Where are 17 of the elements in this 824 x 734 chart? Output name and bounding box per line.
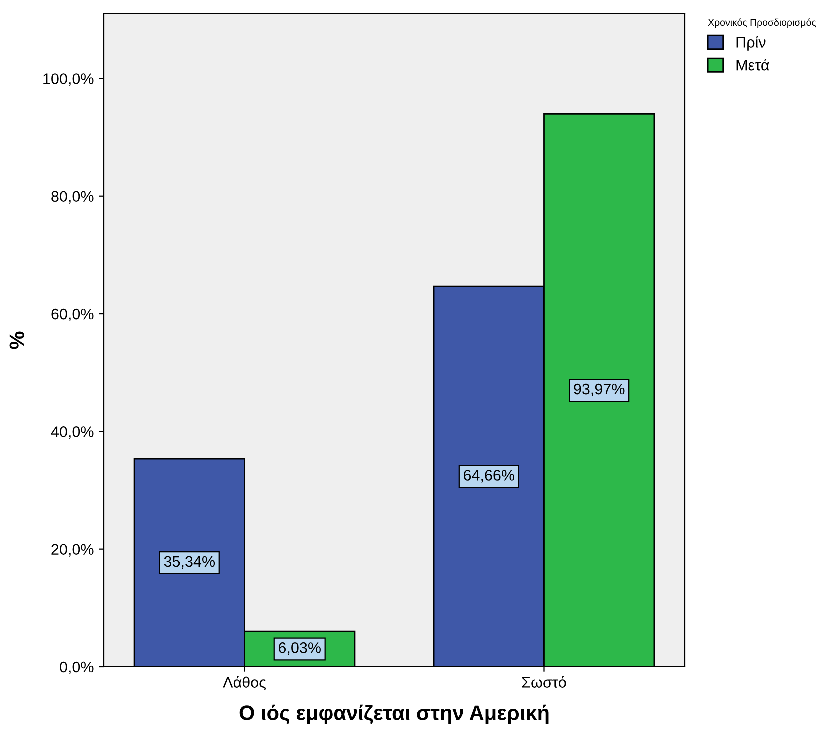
x-axis-title: Ο ιός εμφανίζεται στην Αμερική: [240, 704, 549, 725]
data-label: 93,97%: [574, 384, 625, 396]
data-label: 35,34%: [164, 556, 216, 569]
y-tick-label: 60,0%: [52, 308, 94, 322]
data-label: 6,03%: [278, 642, 321, 656]
x-tick-label: Λάθος: [223, 676, 266, 690]
legend-label: Πρίν: [736, 36, 766, 51]
data-label: 64,66%: [464, 470, 515, 483]
y-axis-title: %: [10, 332, 24, 350]
x-tick-label: Σωστό: [522, 676, 566, 688]
y-tick-label: 0,0%: [60, 662, 94, 674]
y-tick-label: 40,0%: [51, 426, 94, 440]
y-tick-label: 80,0%: [52, 191, 94, 204]
y-tick-label: 20,0%: [52, 544, 94, 557]
y-tick-label: 100,0%: [44, 74, 94, 86]
legend-title: Χρονικός Προσδιορισμός: [708, 18, 816, 28]
legend-label: Μετά: [736, 59, 770, 71]
